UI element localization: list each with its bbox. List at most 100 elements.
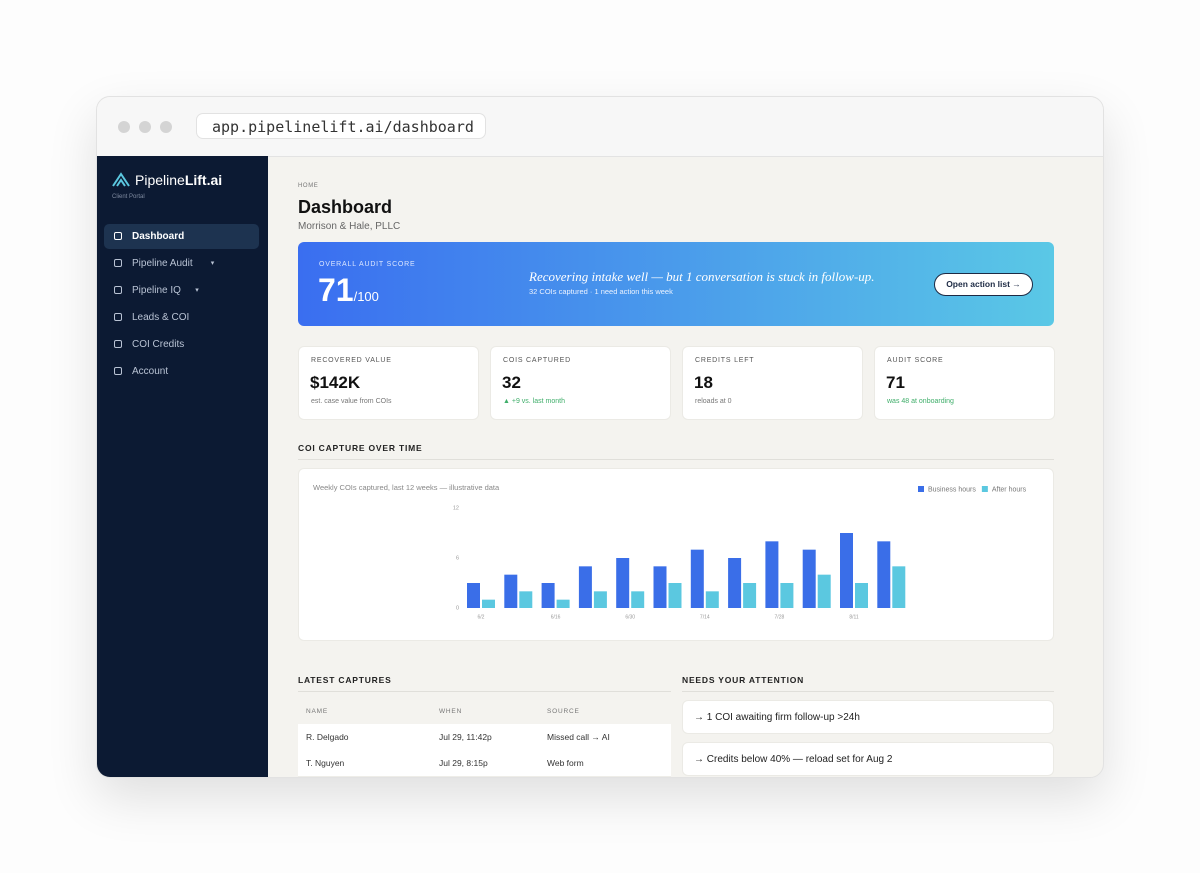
column-header: NAME: [306, 708, 328, 715]
nav-item[interactable]: Pipeline Audit ▾: [104, 251, 259, 276]
bar: [541, 583, 555, 608]
attention-text: → 1 COI awaiting firm follow-up >24h: [694, 712, 860, 723]
stat-value: 18: [694, 373, 713, 392]
bar: [467, 583, 480, 608]
section-title: COI CAPTURE OVER TIME: [298, 443, 423, 453]
score: 71: [318, 272, 354, 308]
bar: [743, 583, 757, 608]
window-dot[interactable]: [139, 121, 151, 133]
y-tick-label: 0: [456, 605, 459, 611]
stat-label: CREDITS LEFT: [695, 357, 755, 364]
logo-shape: [112, 172, 130, 187]
nav-label: Pipeline Audit: [132, 258, 193, 269]
window-dot[interactable]: [118, 121, 130, 133]
nav-label: Leads & COI: [132, 312, 190, 323]
bar: [504, 574, 518, 608]
stat-value: 71: [886, 373, 905, 392]
bar: [631, 591, 645, 608]
chart-subtitle: Weekly COIs captured, last 12 weeks — il…: [313, 483, 500, 492]
page-title: Dashboard: [298, 197, 393, 217]
bar: [840, 533, 853, 608]
brand-prefix: Pipeline: [135, 172, 185, 188]
bar: [817, 574, 831, 608]
legend-swatch: [918, 486, 924, 492]
banner-score: 71/100: [318, 272, 379, 309]
stat-card: CREDITS LEFT 18 reloads at 0: [682, 346, 863, 420]
table-row[interactable]: R. Delgado Jul 29, 11:42p Missed call → AI: [298, 724, 671, 751]
x-tick-label: 6/16: [551, 614, 561, 620]
stat-label: AUDIT SCORE: [887, 357, 944, 364]
portal-label: Client Portal: [112, 194, 145, 200]
nav-label: COI Credits: [132, 339, 185, 350]
chart: Weekly COIs captured, last 12 weeks — il…: [313, 483, 1027, 620]
dropdown-caret: ▾: [210, 260, 215, 267]
nav-item[interactable]: Account: [104, 359, 259, 384]
stat-note: est. case value from COIs: [311, 398, 392, 405]
stat-card: AUDIT SCORE 71 was 48 at onboarding: [874, 346, 1055, 420]
bar: [802, 549, 816, 608]
window-dot[interactable]: [160, 121, 172, 133]
bar: [616, 558, 630, 608]
bar: [855, 583, 868, 608]
banner-detail: 32 COIs captured · 1 need action this we…: [529, 287, 673, 296]
attention-item[interactable]: → Credits below 40% — reload set for Aug…: [682, 742, 1054, 776]
legend-label: After hours: [992, 486, 1027, 493]
bar: [578, 566, 592, 608]
bar: [482, 599, 495, 608]
nav-label: Dashboard: [132, 231, 185, 242]
bar: [728, 558, 742, 608]
table-cell: Jul 29, 8:15p: [439, 758, 488, 768]
sidebar: PipelineLift.ai Client Portal Dashboard P…: [97, 156, 268, 777]
stat-note: was 48 at onboarding: [887, 398, 954, 405]
attention-title: NEEDS YOUR ATTENTION: [682, 675, 805, 685]
table-cell: Missed call → AI: [547, 732, 610, 742]
legend-swatch: [981, 486, 988, 492]
stat-card: COIS CAPTURED 32 ▲ +9 vs. last month: [490, 346, 671, 420]
attention-item[interactable]: → 1 COI awaiting firm follow-up >24h: [682, 700, 1054, 734]
bar: [668, 583, 682, 608]
bar: [593, 591, 607, 608]
table-row[interactable]: T. Nguyen Jul 29, 8:15p Web form: [298, 750, 671, 777]
stat-label: RECOVERED VALUE: [311, 357, 392, 364]
attention-text: → Credits below 40% — reload set for Aug…: [694, 754, 893, 765]
nav-item[interactable]: Pipeline IQ ▾: [104, 278, 259, 303]
score-max: /100: [353, 289, 379, 304]
chart-card: Weekly COIs captured, last 12 weeks — il…: [298, 468, 1054, 641]
nav-icon: [114, 367, 122, 375]
stat-card: RECOVERED VALUE $142K est. case value from…: [298, 346, 479, 420]
nav-item[interactable]: COI Credits: [104, 332, 259, 357]
logo-icon: [112, 172, 130, 187]
nav-label: Account: [132, 366, 169, 377]
bar: [780, 583, 794, 608]
captures-title: LATEST CAPTURES: [298, 675, 392, 685]
action-button[interactable]: Open action list →: [934, 273, 1033, 296]
nav-item[interactable]: Dashboard: [104, 224, 259, 249]
stat-value: $142K: [310, 373, 361, 392]
table-cell: Jul 29, 11:42p: [439, 732, 492, 742]
bar: [519, 591, 533, 608]
divider: [298, 459, 1054, 460]
banner-label: OVERALL AUDIT SCORE: [319, 261, 416, 268]
dropdown-caret: ▾: [195, 287, 199, 294]
brand: PipelineLift.ai: [135, 172, 222, 188]
nav-icon: [114, 313, 122, 321]
column-header: SOURCE: [547, 708, 580, 715]
table-cell: R. Delgado: [306, 732, 349, 742]
address-bar[interactable]: app.pipelinelift.ai/dashboard: [196, 113, 486, 139]
y-tick-label: 6: [456, 555, 459, 561]
nav-label: Pipeline IQ: [132, 285, 181, 296]
bar: [653, 566, 667, 608]
table-cell: Web form: [547, 758, 584, 768]
x-tick-label: 7/14: [700, 614, 710, 620]
stat-note: reloads at 0: [695, 398, 732, 405]
nav-item[interactable]: Leads & COI: [104, 305, 259, 330]
table-header: NAME WHEN SOURCE: [298, 700, 671, 724]
x-tick-label: 7/28: [775, 614, 785, 620]
divider: [682, 691, 1054, 692]
page-subtitle: Morrison & Hale, PLLC: [298, 221, 401, 232]
breadcrumb[interactable]: HOME: [298, 183, 319, 189]
x-tick-label: 6/2: [478, 614, 485, 620]
title-bar: app.pipelinelift.ai/dashboard: [97, 97, 1103, 157]
bar: [765, 541, 779, 608]
